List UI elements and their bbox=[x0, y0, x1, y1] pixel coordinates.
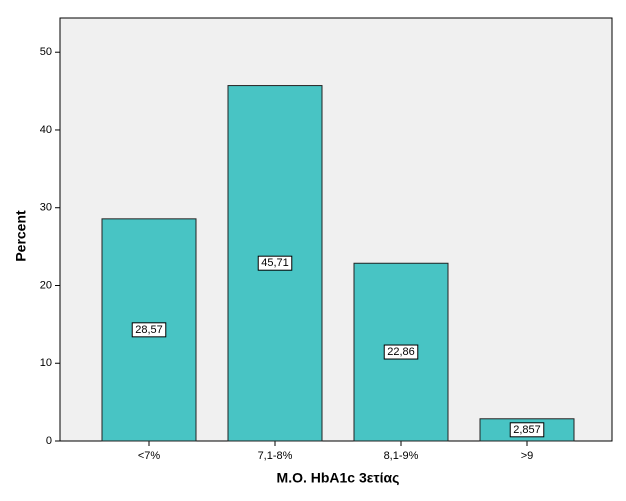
y-axis-label: Percent bbox=[13, 210, 29, 262]
x-tick-label: <7% bbox=[138, 450, 161, 462]
data-label-box bbox=[383, 344, 419, 360]
data-label: 28,57 bbox=[135, 324, 163, 336]
y-tick-label: 30 bbox=[40, 202, 52, 214]
y-tick-label: 50 bbox=[40, 46, 52, 58]
y-tick-label: 0 bbox=[46, 435, 52, 447]
x-tick-label: >9 bbox=[521, 450, 534, 462]
y-tick-label: 40 bbox=[40, 124, 52, 136]
x-axis-label: M.O. HbA1c 3ετίας bbox=[277, 470, 400, 486]
data-label-box bbox=[509, 422, 545, 438]
data-label: 45,71 bbox=[261, 257, 289, 269]
x-tick-label: 7,1-8% bbox=[258, 450, 293, 462]
data-label: 22,86 bbox=[387, 346, 415, 358]
y-tick-label: 10 bbox=[40, 357, 52, 369]
data-label-box bbox=[131, 322, 167, 338]
data-label: 2,857 bbox=[513, 424, 541, 436]
data-label-box bbox=[257, 255, 293, 271]
x-tick-label: 8,1-9% bbox=[384, 450, 419, 462]
y-tick-label: 20 bbox=[40, 279, 52, 291]
